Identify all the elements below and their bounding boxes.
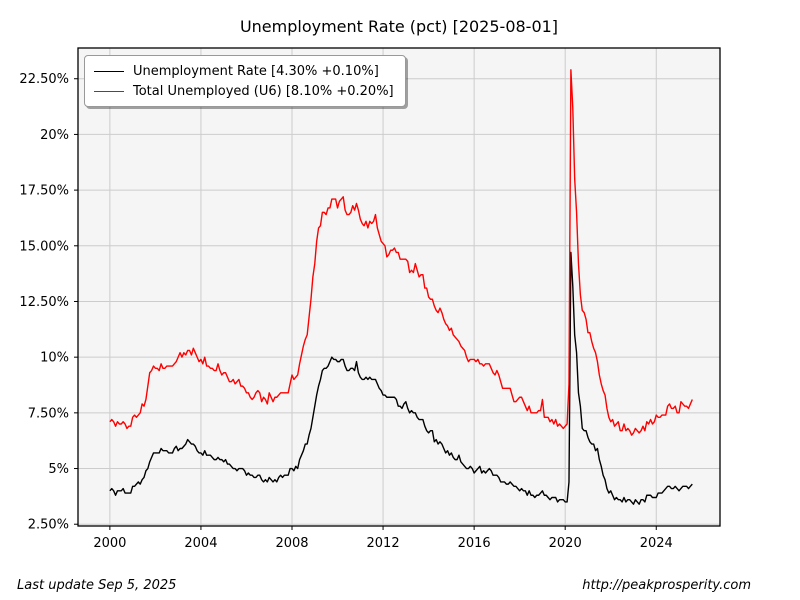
legend-item-unemployment-rate: Unemployment Rate [4.30% +0.10%] bbox=[94, 61, 394, 81]
plot-border bbox=[77, 47, 721, 527]
legend-label-u6: Total Unemployed (U6) [8.10% +0.20%] bbox=[133, 83, 394, 99]
footer-last-update: Last update Sep 5, 2025 bbox=[17, 578, 177, 593]
x-tick-label: 2008 bbox=[275, 536, 308, 551]
x-tick-label: 2012 bbox=[367, 536, 400, 551]
legend-line-swatch-u3 bbox=[94, 70, 124, 72]
y-tick-label: 2.50% bbox=[28, 518, 69, 533]
y-tick-label: 7.50% bbox=[28, 406, 69, 421]
y-tick-label: 20% bbox=[40, 128, 69, 143]
y-tick-label: 12.50% bbox=[19, 295, 69, 310]
plot-background bbox=[78, 48, 720, 526]
y-tick-label: 15.00% bbox=[19, 239, 69, 254]
legend-line-swatch-u6 bbox=[94, 90, 124, 92]
x-tick-label: 2004 bbox=[184, 536, 217, 551]
x-tick-label: 2016 bbox=[458, 536, 491, 551]
chart-title: Unemployment Rate (pct) [2025-08-01] bbox=[239, 17, 559, 36]
legend-label-u3: Unemployment Rate [4.30% +0.10%] bbox=[133, 63, 379, 79]
y-tick-label: 22.50% bbox=[19, 72, 69, 87]
x-tick-label: 2020 bbox=[549, 536, 582, 551]
series-line-0 bbox=[109, 251, 693, 505]
footer-url: http://peakprosperity.com bbox=[582, 578, 751, 593]
y-tick-label: 5% bbox=[48, 462, 69, 477]
x-tick-label: 2024 bbox=[640, 536, 673, 551]
legend: Unemployment Rate [4.30% +0.10%] Total U… bbox=[84, 55, 406, 107]
series-line-1 bbox=[109, 69, 693, 436]
x-tick-label: 2000 bbox=[93, 536, 126, 551]
y-tick-label: 17.50% bbox=[19, 184, 69, 199]
legend-item-total-unemployed-u6: Total Unemployed (U6) [8.10% +0.20%] bbox=[94, 81, 394, 101]
y-tick-label: 10% bbox=[40, 351, 69, 366]
